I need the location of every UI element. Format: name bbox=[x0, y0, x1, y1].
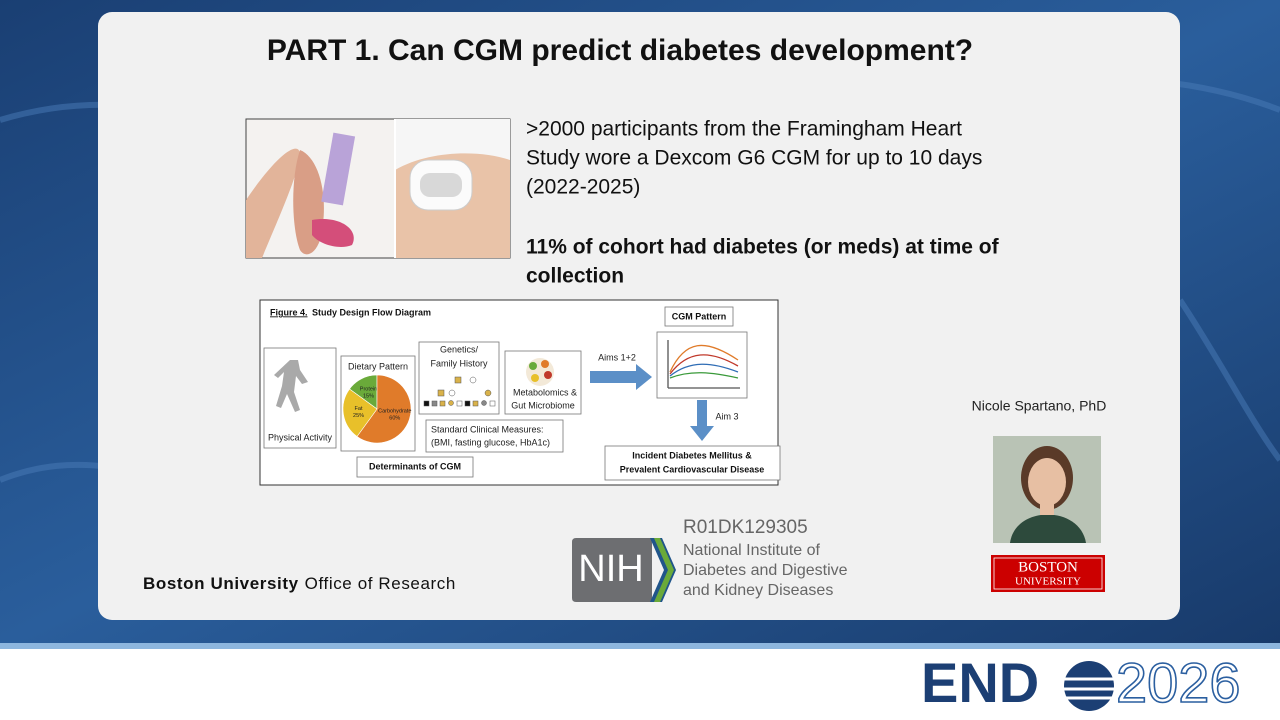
arrow-right bbox=[590, 364, 652, 390]
intro-line: >2000 participants from the Framingham H… bbox=[526, 118, 962, 141]
pie-value: 15% bbox=[363, 393, 374, 399]
cgm-photo bbox=[245, 118, 511, 259]
cgm-chart-box bbox=[656, 331, 748, 399]
intro-line: Study wore a Dexcom G6 CGM for up to 10 … bbox=[526, 147, 982, 170]
pie-label: Fat bbox=[355, 406, 363, 412]
nih-logo: NIH bbox=[572, 538, 676, 602]
pie-label: Carbohydrate bbox=[378, 409, 411, 415]
bu-logo: BOSTON UNIVERSITY bbox=[991, 555, 1105, 592]
figure-label: Figure 4. bbox=[270, 307, 308, 317]
clinical-label: Standard Clinical Measures: bbox=[431, 424, 544, 434]
footer-org: Boston University Office of Research bbox=[143, 574, 456, 593]
bu-logo-text: UNIVERSITY bbox=[1015, 576, 1081, 588]
pie-label: Protein bbox=[360, 386, 377, 392]
pie-value: 60% bbox=[389, 416, 400, 422]
footer-rule bbox=[0, 643, 1280, 649]
metabolomics-label: Metabolomics & bbox=[513, 387, 577, 397]
cgm-curves bbox=[667, 340, 740, 389]
bu-logo-text: BOSTON bbox=[1018, 559, 1078, 575]
arrow-down bbox=[690, 400, 714, 441]
speaker-photo bbox=[993, 436, 1101, 543]
speaker-name: Nicole Spartano, PhD bbox=[972, 398, 1107, 414]
activity-box bbox=[263, 347, 337, 449]
pie-slice bbox=[356, 374, 412, 444]
outcomes-label: Incident Diabetes Mellitus & bbox=[632, 450, 752, 460]
aim3-label: Aim 3 bbox=[715, 411, 738, 421]
cgm-pattern-box bbox=[664, 306, 734, 327]
figure-title: Study Design Flow Diagram bbox=[312, 307, 431, 317]
genetics-label: Family History bbox=[430, 358, 488, 368]
footer-org-bold: Boston University bbox=[143, 574, 299, 593]
microbiome-icon bbox=[526, 358, 554, 386]
grant-number: R01DK129305 bbox=[683, 517, 808, 538]
pie-slice bbox=[342, 388, 378, 437]
highlight-text: 11% of cohort had diabetes (or meds) at … bbox=[526, 236, 1000, 288]
outcomes-box bbox=[604, 445, 781, 481]
pedigree-icon bbox=[423, 376, 496, 407]
outcomes-label: Prevalent Cardiovascular Disease bbox=[620, 464, 765, 474]
diet-label: Dietary Pattern bbox=[348, 361, 408, 371]
intro-text: >2000 participants from the Framingham H… bbox=[526, 118, 982, 199]
clinical-label: (BMI, fasting glucose, HbA1c) bbox=[431, 437, 550, 447]
pie-value: 25% bbox=[353, 413, 364, 419]
nih-institute: and Kidney Diseases bbox=[683, 582, 833, 599]
event-name: END bbox=[921, 651, 1039, 714]
determinants-label: Determinants of CGM bbox=[369, 461, 461, 471]
intro-line: (2022-2025) bbox=[526, 176, 640, 199]
study-design-figure: Figure 4. Study Design Flow Diagram Phys… bbox=[259, 299, 781, 486]
genetics-label: Genetics/ bbox=[440, 344, 479, 354]
nih-text: NIH bbox=[578, 548, 643, 590]
metabolomics-label: Gut Microbiome bbox=[511, 400, 575, 410]
clinical-box bbox=[425, 419, 564, 453]
activity-label: Physical Activity bbox=[268, 432, 333, 442]
aims-label: Aims 1+2 bbox=[598, 352, 636, 362]
runner-icon bbox=[274, 360, 308, 412]
footer-org-light: Office of Research bbox=[305, 574, 456, 593]
determinants-box bbox=[356, 456, 474, 478]
highlight-line: collection bbox=[526, 265, 624, 288]
nih-institute: Diabetes and Digestive bbox=[683, 562, 848, 579]
event-logo: END 2026 bbox=[921, 650, 1241, 715]
highlight-line: 11% of cohort had diabetes (or meds) at … bbox=[526, 236, 1000, 259]
event-year: 2026 bbox=[1116, 651, 1241, 714]
slide-title: PART 1. Can CGM predict diabetes develop… bbox=[267, 34, 973, 67]
nih-institute: National Institute of bbox=[683, 542, 821, 559]
cgm-pattern-label: CGM Pattern bbox=[672, 311, 727, 321]
